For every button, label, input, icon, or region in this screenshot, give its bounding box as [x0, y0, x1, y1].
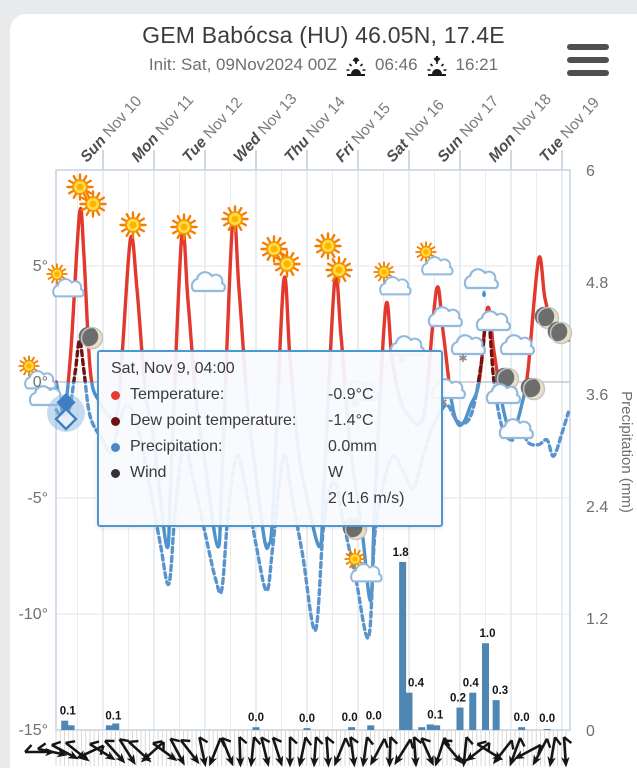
chart-header: GEM Babócsa (HU) 46.05N, 17.4E Init: Sat… — [10, 22, 637, 78]
svg-text:1.8: 1.8 — [393, 547, 410, 559]
init-label: Init: Sat, 09Nov2024 00Z — [148, 55, 337, 74]
tooltip-value: 0.0mm — [328, 438, 377, 455]
dewpoint-bullet-icon — [111, 417, 120, 426]
svg-text:-5°: -5° — [27, 490, 48, 507]
svg-text:0.4: 0.4 — [408, 678, 425, 690]
tooltip-label: Dew point temperature: — [130, 412, 297, 429]
sunset-time: 16:21 — [455, 55, 499, 74]
tooltip-row-temperature: Temperature: -0.9°C — [111, 382, 431, 408]
svg-text:0.1: 0.1 — [105, 710, 122, 722]
tooltip-row-precipitation: Precipitation: 0.0mm — [111, 434, 431, 460]
sunrise-icon — [343, 55, 369, 81]
svg-text:1.0: 1.0 — [480, 628, 496, 640]
svg-text:0: 0 — [586, 723, 595, 740]
page-title: GEM Babócsa (HU) 46.05N, 17.4E — [142, 22, 505, 48]
svg-text:5°: 5° — [33, 258, 48, 275]
tooltip-datetime: Sat, Nov 9, 04:00 — [111, 360, 235, 377]
header-subtitle: Init: Sat, 09Nov2024 00Z 06:46 — [10, 52, 637, 78]
precipitation-bars: 0.1 0.1 0.0 0.0 0.0 0.0 1.8 0.4 0.1 0.2 0.4 1.0 0.3 0… — [60, 547, 555, 730]
svg-text:3.6: 3.6 — [586, 387, 608, 404]
tooltip-label: Precipitation: — [130, 438, 223, 455]
svg-text:0.1: 0.1 — [60, 706, 77, 718]
svg-text:0°: 0° — [33, 374, 48, 391]
svg-text:1.2: 1.2 — [586, 611, 608, 628]
svg-text:0.0: 0.0 — [539, 713, 555, 725]
menu-icon[interactable] — [567, 44, 609, 76]
svg-text:0.1: 0.1 — [427, 709, 444, 721]
sunset-icon — [424, 55, 450, 81]
chart-drag-handle[interactable] — [46, 391, 88, 437]
precipitation-bullet-icon — [111, 443, 120, 452]
svg-text:0.4: 0.4 — [463, 678, 480, 690]
tooltip-label: Temperature: — [130, 386, 225, 403]
tooltip-value: -0.9°C — [328, 386, 374, 403]
tooltip-value: -1.4°C — [328, 412, 374, 429]
svg-text:6: 6 — [586, 163, 595, 180]
svg-text:0.0: 0.0 — [514, 712, 530, 724]
svg-text:0.0: 0.0 — [248, 712, 264, 724]
svg-text:0.2: 0.2 — [450, 693, 466, 705]
temperature-bullet-icon — [111, 391, 120, 400]
svg-text:0.0: 0.0 — [299, 713, 315, 725]
wind-bullet-icon — [111, 469, 120, 478]
svg-text:0.0: 0.0 — [342, 712, 358, 724]
svg-text:-10°: -10° — [18, 606, 48, 623]
svg-text:4.8: 4.8 — [586, 275, 608, 292]
svg-text:Precipitation (mm): Precipitation (mm) — [618, 391, 635, 513]
svg-text:2.4: 2.4 — [586, 499, 608, 516]
data-tooltip: Sat, Nov 9, 04:00 Temperature: -0.9°C De… — [97, 350, 443, 527]
sunrise-time: 06:46 — [374, 55, 418, 74]
svg-text:-15°: -15° — [18, 722, 48, 739]
tooltip-label: Wind — [130, 464, 167, 481]
svg-text:0.3: 0.3 — [492, 685, 508, 697]
svg-text:0.0: 0.0 — [366, 710, 382, 722]
tooltip-row-dewpoint: Dew point temperature: -1.4°C — [111, 408, 431, 434]
